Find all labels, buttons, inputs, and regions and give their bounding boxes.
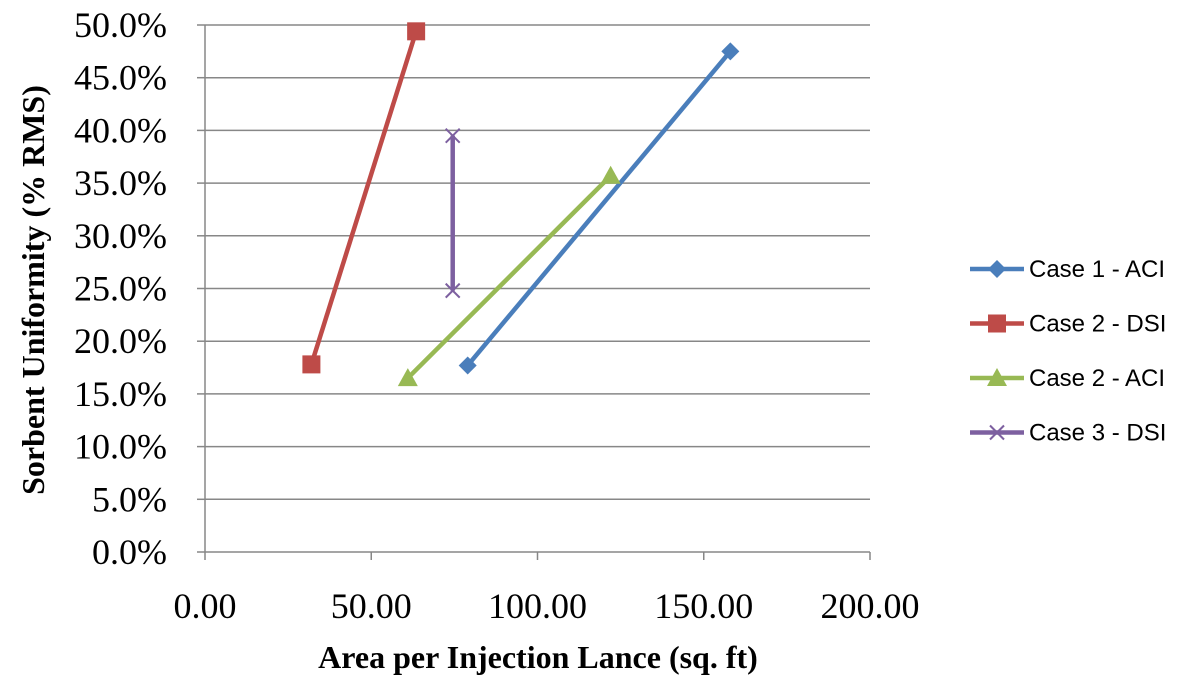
legend-marker xyxy=(987,368,1007,386)
data-point xyxy=(458,356,477,375)
series-group xyxy=(302,22,740,387)
x-tick-label: 100.00 xyxy=(488,586,587,626)
x-tick-label: 200.00 xyxy=(821,586,920,626)
x-marker-stroke xyxy=(445,127,461,144)
legend: Case 1 - ACI Case 2 - DSI Case 2 - ACI Case… xyxy=(970,256,1166,447)
legend-item: Case 1 - ACI xyxy=(970,256,1165,283)
x-tick-label: 0.00 xyxy=(174,586,237,626)
legend-label: Case 2 - DSI xyxy=(1029,311,1166,338)
legend-label: Case 3 - DSI xyxy=(1029,420,1166,447)
legend-marker xyxy=(989,424,1005,441)
data-point xyxy=(721,42,740,61)
series-1 xyxy=(458,42,740,375)
x-axis-title: Area per Injection Lance (sq. ft) xyxy=(318,639,758,675)
y-tick-label: 35.0% xyxy=(74,163,167,203)
x-marker-stroke xyxy=(989,424,1005,441)
data-point xyxy=(445,127,461,144)
series-line xyxy=(406,174,613,380)
data-point xyxy=(445,282,461,299)
gridlines xyxy=(205,24,870,501)
data-point xyxy=(407,22,426,41)
y-tick-label: 40.0% xyxy=(74,110,167,150)
series-line xyxy=(465,49,733,367)
y-tick-label: 50.0% xyxy=(74,5,167,45)
y-tick-label: 5.0% xyxy=(92,479,167,519)
data-point xyxy=(600,165,621,184)
axes: 0.0% 5.0% 10.0% 15.0% 20.0% 25.0% 30.0% 35.0% 40… xyxy=(74,5,920,626)
legend-item: Case 3 - DSI xyxy=(970,420,1166,447)
y-tick-label: 10.0% xyxy=(74,427,167,467)
series-4 xyxy=(445,127,461,299)
y-tick-label: 0.0% xyxy=(92,532,167,572)
y-tick-label: 30.0% xyxy=(74,216,167,256)
legend-label: Case 1 - ACI xyxy=(1029,256,1165,283)
legend-item: Case 2 - ACI xyxy=(970,365,1165,392)
y-axis-title: Sorbent Uniformity (% RMS) xyxy=(15,85,51,495)
x-tick-label: 150.00 xyxy=(654,586,753,626)
y-tick-label: 20.0% xyxy=(74,321,167,361)
y-tick-label: 15.0% xyxy=(74,374,167,414)
series-3 xyxy=(397,165,621,387)
y-tick-label: 45.0% xyxy=(74,58,167,98)
series-line xyxy=(309,30,419,366)
x-tick-label: 50.00 xyxy=(331,586,412,626)
data-point xyxy=(397,368,418,387)
legend-item: Case 2 - DSI xyxy=(970,311,1166,338)
legend-marker xyxy=(988,260,1006,278)
x-marker-stroke xyxy=(445,282,461,299)
legend-marker xyxy=(988,314,1006,333)
y-tick-label: 25.0% xyxy=(74,269,167,309)
data-point xyxy=(302,355,321,374)
series-2 xyxy=(302,22,426,374)
legend-label: Case 2 - ACI xyxy=(1029,365,1165,392)
